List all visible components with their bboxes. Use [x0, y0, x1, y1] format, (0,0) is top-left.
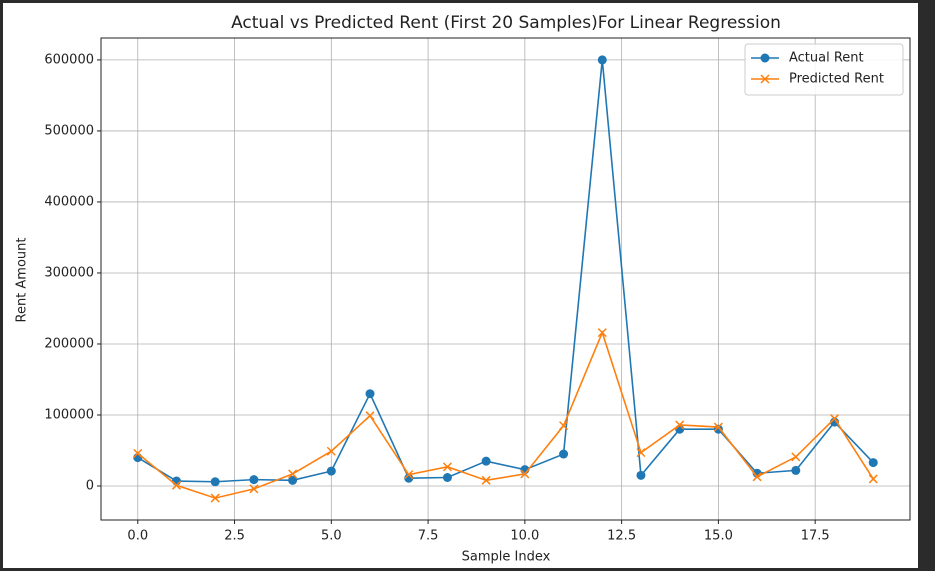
plot-frame	[100, 37, 911, 521]
series-line	[137, 59, 874, 483]
data-point	[675, 420, 685, 430]
chart-title: Actual vs Predicted Rent (First 20 Sampl…	[231, 13, 781, 33]
data-point	[365, 411, 375, 421]
data-point	[133, 448, 143, 458]
figure-background	[3, 3, 918, 568]
data-point	[868, 474, 878, 484]
legend-label: Actual Rent	[789, 51, 864, 66]
y-axis-label: Rent Amount	[15, 237, 30, 322]
y-tick-label: 400000	[44, 194, 94, 209]
y-tick-label: 100000	[44, 407, 94, 422]
data-point	[559, 421, 569, 431]
data-point	[597, 55, 607, 65]
x-tick-label: 10.0	[510, 529, 539, 544]
data-point	[636, 470, 646, 480]
data-point	[133, 453, 143, 463]
x-axis-label: Sample Index	[462, 550, 551, 565]
x-tick-label: 2.5	[224, 529, 245, 544]
data-point	[365, 389, 375, 399]
y-tick-label: 600000	[44, 52, 94, 67]
data-point	[326, 446, 336, 456]
data-point	[442, 462, 452, 472]
legend-marker	[760, 53, 770, 63]
y-tick-label: 200000	[44, 336, 94, 351]
legend-box	[744, 43, 904, 96]
data-point	[326, 466, 336, 476]
series-line	[137, 330, 874, 499]
data-point	[210, 477, 220, 487]
legend-label: Predicted Rent	[789, 72, 884, 87]
data-point	[288, 469, 298, 479]
x-tick-label: 15.0	[704, 529, 733, 544]
legend-marker	[760, 74, 770, 84]
data-point	[636, 448, 646, 458]
data-point	[288, 475, 298, 485]
data-point	[520, 469, 530, 479]
data-point	[442, 472, 452, 482]
data-point	[210, 493, 220, 503]
data-point	[597, 328, 607, 338]
data-point	[791, 452, 801, 462]
y-tick-label: 0	[86, 479, 94, 494]
data-point	[713, 422, 723, 432]
data-point	[868, 458, 878, 468]
x-tick-label: 12.5	[607, 529, 636, 544]
y-tick-label: 300000	[44, 265, 94, 280]
data-point	[791, 465, 801, 475]
data-point	[752, 472, 762, 482]
y-tick-label: 500000	[44, 123, 94, 138]
x-tick-label: 7.5	[418, 529, 439, 544]
data-point	[481, 456, 491, 466]
data-point	[559, 449, 569, 459]
data-point	[404, 470, 414, 480]
data-point	[171, 480, 182, 490]
data-point	[675, 424, 685, 434]
data-point	[249, 475, 259, 485]
x-tick-label: 5.0	[321, 529, 342, 544]
data-point	[171, 476, 181, 486]
data-point	[249, 484, 259, 494]
data-point	[829, 414, 840, 424]
x-tick-label: 0.0	[127, 529, 148, 544]
x-tick-label: 17.5	[801, 529, 830, 544]
data-point	[481, 475, 491, 485]
